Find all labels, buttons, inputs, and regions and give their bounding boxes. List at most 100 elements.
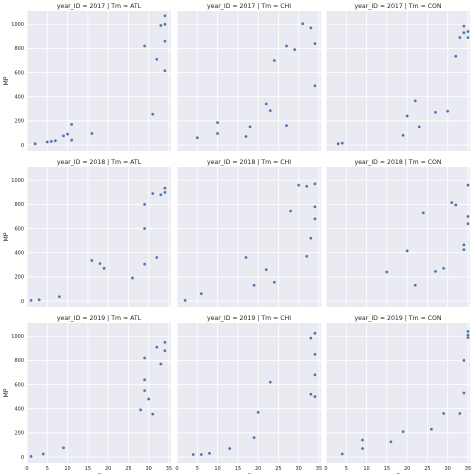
data-point xyxy=(462,358,466,363)
data-point xyxy=(284,44,289,48)
data-point xyxy=(199,291,204,296)
data-point xyxy=(142,202,147,207)
panel-background xyxy=(326,11,470,151)
data-point xyxy=(413,283,418,288)
data-point xyxy=(433,269,438,274)
data-point xyxy=(138,408,143,412)
data-point xyxy=(215,131,220,136)
panel-title: year_ID = 2019 | Tm = ATL xyxy=(57,315,142,322)
data-point xyxy=(199,452,204,457)
data-point xyxy=(292,47,297,52)
panel-background xyxy=(326,167,470,307)
data-point xyxy=(313,394,317,399)
data-point xyxy=(90,131,94,136)
data-point xyxy=(449,200,454,205)
panel-title: year_ID = 2017 | Tm = CHI xyxy=(207,3,291,10)
data-point xyxy=(389,440,393,444)
panel-title: year_ID = 2019 | Tm = CHI xyxy=(207,315,291,322)
panel-background xyxy=(177,11,321,151)
data-point xyxy=(244,255,248,260)
panel-background xyxy=(177,167,321,307)
data-point xyxy=(313,84,317,88)
data-point xyxy=(313,217,317,221)
data-point xyxy=(130,276,135,280)
data-point xyxy=(195,135,200,140)
data-point xyxy=(61,134,66,138)
data-point xyxy=(433,110,438,115)
y-tick-label: 400 xyxy=(14,94,24,100)
data-point xyxy=(90,258,94,263)
data-point xyxy=(142,377,147,382)
data-point xyxy=(150,191,155,196)
data-point xyxy=(69,138,74,142)
data-point xyxy=(37,297,41,302)
data-point xyxy=(462,24,466,28)
data-point xyxy=(413,99,418,103)
x-tick-label: 20 xyxy=(404,466,410,472)
data-point xyxy=(288,209,293,213)
panel-background xyxy=(27,11,171,151)
x-tick-label: 5 xyxy=(196,466,199,472)
data-point xyxy=(98,261,102,266)
data-point xyxy=(421,211,426,215)
x-tick-label: 20 xyxy=(255,466,261,472)
data-point xyxy=(462,247,466,252)
y-tick-label: 600 xyxy=(14,70,24,76)
y-tick-label: 1000 xyxy=(11,22,24,28)
y-axis-label: MP xyxy=(3,232,10,241)
data-point xyxy=(441,266,446,271)
x-tick-label: 15 xyxy=(85,466,91,472)
data-point xyxy=(272,280,277,285)
y-axis-label: MP xyxy=(3,388,10,397)
data-point xyxy=(466,329,470,334)
y-tick-label: 200 xyxy=(14,431,24,437)
x-tick-label: 25 xyxy=(275,466,281,472)
data-point xyxy=(466,214,470,219)
data-point xyxy=(466,333,470,337)
data-point xyxy=(445,109,450,113)
data-point xyxy=(454,203,458,207)
data-point xyxy=(309,236,313,240)
data-point xyxy=(163,68,167,73)
data-point xyxy=(441,411,446,416)
data-point xyxy=(272,58,277,63)
y-tick-label: 200 xyxy=(14,119,24,125)
x-tick-label: 15 xyxy=(384,466,390,472)
x-tick-label: 15 xyxy=(235,466,241,472)
data-point xyxy=(313,352,317,357)
panel-background xyxy=(177,323,321,463)
data-point xyxy=(466,221,470,226)
panel-title: year_ID = 2017 | Tm = ATL xyxy=(57,3,142,10)
data-point xyxy=(305,254,309,259)
y-tick-label: 400 xyxy=(14,250,24,256)
data-point xyxy=(466,29,470,34)
y-tick-label: 0 xyxy=(21,143,24,149)
data-point xyxy=(462,30,466,35)
x-tick-label: 35 xyxy=(465,466,471,472)
data-point xyxy=(150,112,155,116)
data-point xyxy=(309,336,313,340)
data-point xyxy=(163,22,167,27)
data-point xyxy=(142,262,147,266)
y-tick-label: 600 xyxy=(14,382,24,388)
x-tick-label: 20 xyxy=(105,466,111,472)
y-tick-label: 600 xyxy=(14,226,24,232)
data-point xyxy=(313,373,317,377)
data-point xyxy=(360,446,365,451)
data-point xyxy=(313,331,317,336)
data-point xyxy=(142,44,147,48)
data-point xyxy=(163,186,167,190)
data-point xyxy=(102,266,106,271)
data-point xyxy=(264,267,269,272)
y-tick-label: 800 xyxy=(14,202,24,208)
y-tick-label: 800 xyxy=(14,46,24,52)
data-point xyxy=(163,340,167,345)
data-point xyxy=(159,192,163,197)
data-point xyxy=(150,412,155,416)
data-point xyxy=(65,132,70,136)
data-point xyxy=(309,26,313,30)
data-point xyxy=(53,138,58,143)
data-point xyxy=(252,283,256,288)
data-point xyxy=(191,452,196,457)
data-point xyxy=(466,183,470,187)
